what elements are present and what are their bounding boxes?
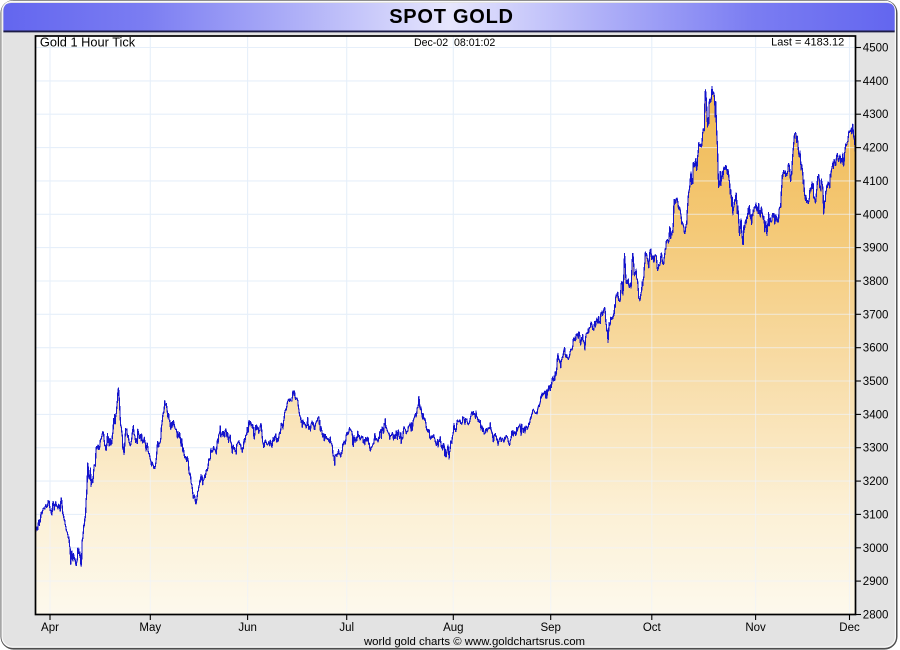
svg-text:3900: 3900 (863, 243, 889, 255)
svg-text:Nov: Nov (745, 622, 766, 634)
svg-text:3800: 3800 (863, 276, 889, 288)
svg-text:3000: 3000 (863, 543, 889, 555)
svg-text:Dec: Dec (839, 622, 860, 634)
svg-text:world gold charts © www.goldch: world gold charts © www.goldchartsrus.co… (363, 636, 585, 648)
svg-text:3600: 3600 (863, 343, 889, 355)
svg-text:3300: 3300 (863, 443, 889, 455)
svg-text:4500: 4500 (863, 43, 889, 55)
svg-text:Oct: Oct (643, 622, 662, 634)
svg-text:Dec-02 08:01:02: Dec-02 08:01:02 (414, 37, 495, 49)
svg-text:2900: 2900 (863, 576, 889, 588)
svg-text:4000: 4000 (863, 209, 889, 221)
svg-text:Apr: Apr (41, 622, 59, 634)
svg-text:Jun: Jun (238, 622, 257, 634)
svg-text:3700: 3700 (863, 309, 889, 321)
svg-text:4400: 4400 (863, 76, 889, 88)
svg-text:Aug: Aug (443, 622, 463, 634)
svg-text:May: May (139, 622, 161, 634)
svg-text:4200: 4200 (863, 143, 889, 155)
svg-text:3100: 3100 (863, 509, 889, 521)
svg-text:4300: 4300 (863, 109, 889, 121)
svg-text:2800: 2800 (863, 610, 889, 622)
svg-text:3500: 3500 (863, 376, 889, 388)
svg-text:Sep: Sep (540, 622, 560, 634)
svg-text:Last = 4183.12: Last = 4183.12 (771, 37, 844, 49)
svg-text:3200: 3200 (863, 476, 889, 488)
svg-text:SPOT GOLD: SPOT GOLD (389, 6, 514, 28)
svg-text:3400: 3400 (863, 409, 889, 421)
svg-text:Jul: Jul (339, 622, 354, 634)
svg-text:Gold 1 Hour Tick: Gold 1 Hour Tick (40, 34, 136, 49)
svg-text:4100: 4100 (863, 176, 889, 188)
